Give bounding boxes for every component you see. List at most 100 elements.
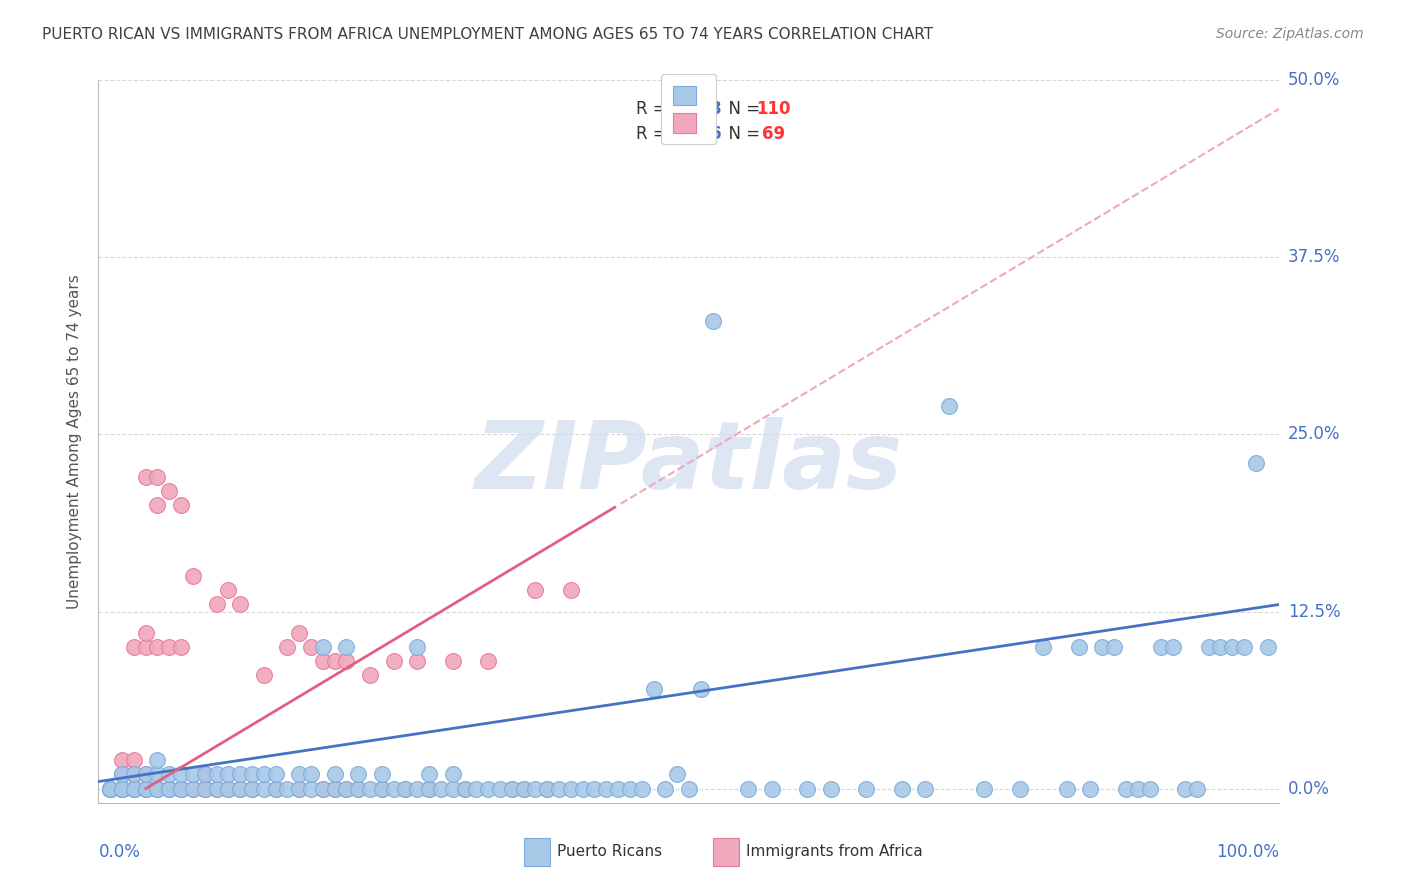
Text: PUERTO RICAN VS IMMIGRANTS FROM AFRICA UNEMPLOYMENT AMONG AGES 65 TO 74 YEARS CO: PUERTO RICAN VS IMMIGRANTS FROM AFRICA U… xyxy=(42,27,934,42)
Point xyxy=(489,781,512,796)
Point xyxy=(111,781,134,796)
Text: 69: 69 xyxy=(762,126,786,144)
Point xyxy=(855,781,877,796)
Point xyxy=(430,781,453,796)
Point xyxy=(820,781,842,796)
Point xyxy=(135,781,157,796)
Point xyxy=(312,640,335,654)
Point xyxy=(111,753,134,767)
Point xyxy=(418,781,440,796)
Point xyxy=(1209,640,1232,654)
Point xyxy=(1185,781,1208,796)
Point xyxy=(240,767,263,781)
Point xyxy=(702,314,724,328)
Point xyxy=(288,781,311,796)
Point xyxy=(347,781,370,796)
Point xyxy=(170,781,193,796)
Point xyxy=(217,781,239,796)
Point xyxy=(194,767,217,781)
Point xyxy=(217,767,239,781)
Point xyxy=(323,781,346,796)
Point xyxy=(122,753,145,767)
Point xyxy=(1032,640,1054,654)
Point xyxy=(135,625,157,640)
Point xyxy=(253,668,276,682)
Point xyxy=(194,767,217,781)
Point xyxy=(288,767,311,781)
Point xyxy=(217,583,239,598)
Point xyxy=(157,640,180,654)
Point xyxy=(170,498,193,512)
Text: ZIPatlas: ZIPatlas xyxy=(475,417,903,509)
Point xyxy=(170,781,193,796)
Point xyxy=(914,781,936,796)
Point xyxy=(607,781,630,796)
Point xyxy=(536,781,558,796)
Point xyxy=(666,767,689,781)
Point xyxy=(1067,640,1090,654)
Point xyxy=(205,598,228,612)
Point xyxy=(796,781,818,796)
Point xyxy=(157,781,180,796)
Point xyxy=(560,583,582,598)
Point xyxy=(441,767,464,781)
Point xyxy=(135,781,157,796)
Point xyxy=(229,767,252,781)
Point xyxy=(98,781,121,796)
Point xyxy=(359,668,381,682)
Point xyxy=(453,781,475,796)
Point xyxy=(157,767,180,781)
Point xyxy=(560,781,582,796)
Point xyxy=(135,470,157,484)
Point xyxy=(194,781,217,796)
Point xyxy=(288,625,311,640)
Point xyxy=(157,781,180,796)
Point xyxy=(181,781,204,796)
Point xyxy=(98,781,121,796)
Point xyxy=(678,781,700,796)
Point xyxy=(571,781,593,796)
Point xyxy=(323,654,346,668)
Point xyxy=(181,767,204,781)
Point xyxy=(111,781,134,796)
Point xyxy=(157,484,180,499)
Text: 110: 110 xyxy=(756,100,790,118)
Point xyxy=(347,767,370,781)
Point xyxy=(253,767,276,781)
Text: Source: ZipAtlas.com: Source: ZipAtlas.com xyxy=(1216,27,1364,41)
Point xyxy=(1102,640,1125,654)
Point xyxy=(111,767,134,781)
Text: Puerto Ricans: Puerto Ricans xyxy=(557,845,662,859)
Text: R =: R = xyxy=(636,126,672,144)
Point xyxy=(299,767,322,781)
Point xyxy=(406,640,429,654)
Point xyxy=(1126,781,1149,796)
Text: 12.5%: 12.5% xyxy=(1288,602,1340,621)
Point xyxy=(524,583,547,598)
Point xyxy=(394,781,416,796)
Point xyxy=(111,781,134,796)
Point xyxy=(181,781,204,796)
Point xyxy=(973,781,995,796)
Point xyxy=(122,781,145,796)
Point xyxy=(170,781,193,796)
Point xyxy=(229,781,252,796)
Point xyxy=(288,781,311,796)
Point xyxy=(477,654,499,668)
Point xyxy=(1198,640,1220,654)
Point xyxy=(98,781,121,796)
Point xyxy=(630,781,652,796)
Point xyxy=(335,781,357,796)
Point xyxy=(264,781,287,796)
Point xyxy=(122,781,145,796)
Point xyxy=(1257,640,1279,654)
Point xyxy=(229,598,252,612)
Point xyxy=(146,781,169,796)
Point xyxy=(146,498,169,512)
Point xyxy=(371,781,394,796)
Point xyxy=(299,640,322,654)
Point xyxy=(299,781,322,796)
Point xyxy=(276,781,298,796)
Point xyxy=(240,781,263,796)
FancyBboxPatch shape xyxy=(713,838,738,865)
